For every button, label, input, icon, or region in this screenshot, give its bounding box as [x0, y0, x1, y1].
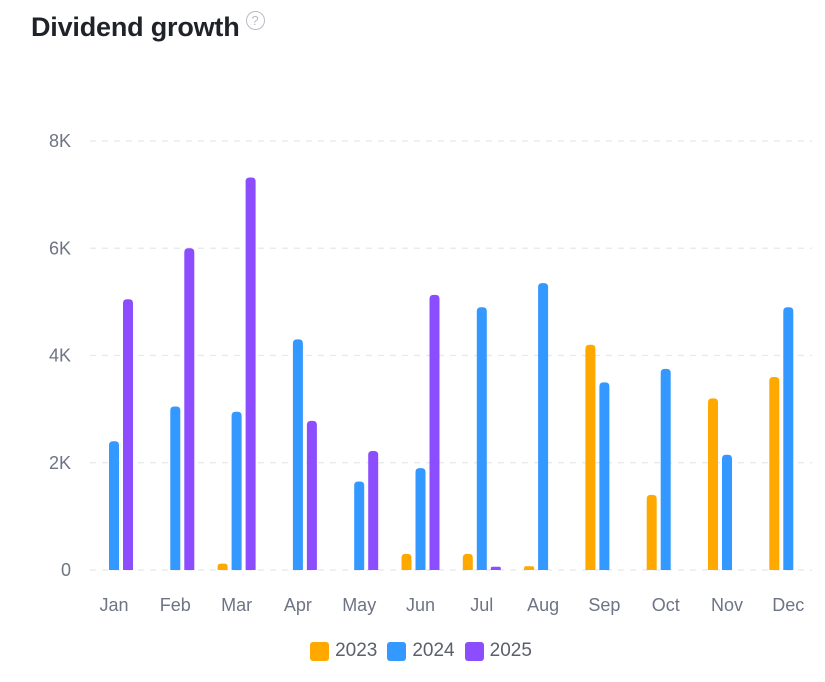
x-tick-label: Dec [772, 595, 804, 615]
bar-2023-oct[interactable] [646, 494, 657, 570]
x-tick-label: Aug [527, 595, 559, 615]
bar-2024-mar[interactable] [231, 411, 242, 570]
bar-2023-sep[interactable] [585, 344, 596, 570]
x-tick-label: Jul [470, 595, 493, 615]
bar-2024-dec[interactable] [783, 307, 794, 570]
chart-header: Dividend growth ? [31, 11, 265, 43]
bar-2024-jun[interactable] [415, 468, 426, 570]
legend-swatch-2024 [387, 641, 407, 661]
x-tick-label: Feb [160, 595, 191, 615]
legend-label-2025: 2025 [489, 640, 532, 661]
x-tick-label: Oct [652, 595, 680, 615]
legend-label-2023: 2023 [335, 640, 378, 661]
bar-2024-aug[interactable] [538, 283, 549, 570]
bar-2023-aug[interactable] [524, 566, 535, 570]
chart-legend: 2023 2024 2025 [0, 640, 825, 662]
legend-item-2023[interactable]: 2023 [310, 640, 377, 662]
bar-2023-jun[interactable] [401, 553, 412, 570]
bar-2024-nov[interactable] [722, 454, 732, 570]
x-tick-label: May [342, 595, 376, 615]
x-tick-label: Nov [711, 595, 743, 615]
x-tick-label: Sep [588, 595, 620, 615]
bar-2024-sep[interactable] [599, 382, 610, 570]
legend-item-2024[interactable]: 2024 [387, 640, 455, 662]
bar-chart: 0 2K 4K 6K 8K Jan Feb Mar Apr May Jun Jul Aug Sep Oct… [49, 131, 812, 615]
bar-2025-mar[interactable] [245, 177, 256, 570]
bar-2025-may[interactable] [368, 450, 379, 570]
bar-2024-jul[interactable] [476, 307, 487, 570]
x-tick-label: Jun [406, 595, 435, 615]
legend-label-2024: 2024 [412, 640, 455, 661]
x-tick-label: Jan [99, 595, 128, 615]
bar-2025-jul[interactable] [490, 566, 501, 570]
bar-2025-feb[interactable] [184, 248, 195, 570]
x-tick-label: Apr [284, 595, 312, 615]
legend-swatch-2023 [310, 641, 330, 661]
bar-2024-feb[interactable] [170, 406, 181, 570]
legend-item-2025[interactable]: 2025 [464, 640, 532, 662]
bar-2023-dec[interactable] [769, 376, 780, 570]
y-tick-label: 8K [49, 131, 71, 151]
y-tick-label: 4K [49, 346, 71, 366]
y-tick-label: 2K [49, 453, 71, 473]
chart-title: Dividend growth [31, 12, 240, 42]
bar-2025-jun[interactable] [429, 294, 440, 570]
bar-2024-may[interactable] [354, 481, 365, 570]
y-tick-label: 0 [61, 560, 71, 580]
bar-2025-apr[interactable] [306, 420, 317, 570]
question-circle-icon[interactable]: ? [245, 11, 265, 30]
x-axis-ticks: Jan Feb Mar Apr May Jun Jul Aug Sep Oct Nov Dec [99, 595, 804, 615]
bars [109, 177, 794, 570]
bar-2025-jan[interactable] [123, 299, 133, 570]
x-tick-label: Mar [221, 595, 252, 615]
legend-swatch-2025 [464, 641, 484, 661]
bar-2024-apr[interactable] [292, 339, 303, 570]
y-axis-ticks: 0 2K 4K 6K 8K [49, 131, 71, 580]
bar-2023-nov[interactable] [708, 398, 718, 570]
bar-2023-jul[interactable] [462, 553, 473, 570]
y-tick-label: 6K [49, 238, 71, 258]
grid-lines [90, 140, 812, 571]
bar-2024-jan[interactable] [109, 441, 119, 570]
bar-2024-oct[interactable] [660, 368, 671, 570]
bar-2023-mar[interactable] [217, 563, 228, 570]
